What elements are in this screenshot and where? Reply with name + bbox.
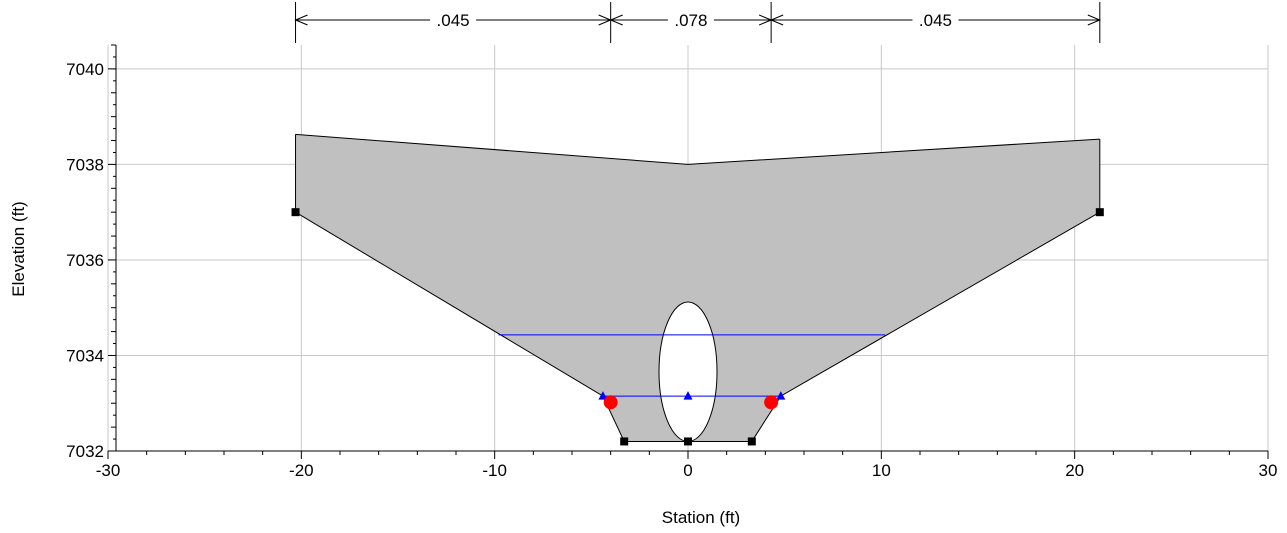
water-surface-marker (776, 391, 786, 400)
x-tick-label: 0 (683, 461, 692, 480)
ground-point-marker (291, 208, 300, 217)
axes: -30 -20 -10 0 10 20 30 7032 7034 7036 7038 7040 (66, 44, 1278, 480)
y-tick-label: 7036 (66, 251, 104, 270)
arrow-head-left (294, 14, 308, 26)
bank-station-marker (603, 395, 618, 410)
y-axis-label: Elevation (ft) (9, 201, 28, 296)
y-tick-label: 7032 (66, 442, 104, 461)
x-axis-label: Station (ft) (662, 508, 740, 527)
y-tick-label: 7040 (66, 60, 104, 79)
markers (291, 208, 1104, 446)
road-crest-line (295, 133, 1100, 165)
manning-n-label: .045 (437, 11, 470, 30)
embankment-area (295, 133, 1101, 442)
x-tick-label: -30 (96, 461, 121, 480)
manning-n-label: .078 (674, 11, 707, 30)
water-surfaces (498, 334, 886, 397)
ground-point-marker (1095, 208, 1104, 217)
x-tick-label: 20 (1065, 461, 1084, 480)
x-tick-label: -20 (289, 461, 314, 480)
embankment-fill (295, 134, 1100, 442)
culvert-ellipse (658, 301, 718, 442)
arrow-head-left (769, 14, 784, 26)
manning-n-dimensions: .045 .078 .045 (294, 2, 1102, 43)
y-tick-label: 7038 (66, 155, 104, 174)
ground-point-marker (684, 437, 692, 446)
water-surface-marker (683, 391, 693, 400)
x-tick-label: 10 (872, 461, 891, 480)
bank-station-marker (764, 395, 779, 410)
arrow-head-left (609, 14, 623, 26)
ground-point-marker (747, 437, 756, 446)
x-tick-label: 30 (1259, 461, 1278, 480)
y-tick-label: 7034 (66, 346, 104, 365)
ground-point-marker (620, 437, 629, 446)
arrow-head-right (1087, 14, 1102, 26)
culvert-opening (658, 301, 718, 442)
x-tick-label: -10 (482, 461, 507, 480)
manning-n-label: .045 (919, 11, 952, 30)
water-surface-marker (598, 391, 608, 400)
